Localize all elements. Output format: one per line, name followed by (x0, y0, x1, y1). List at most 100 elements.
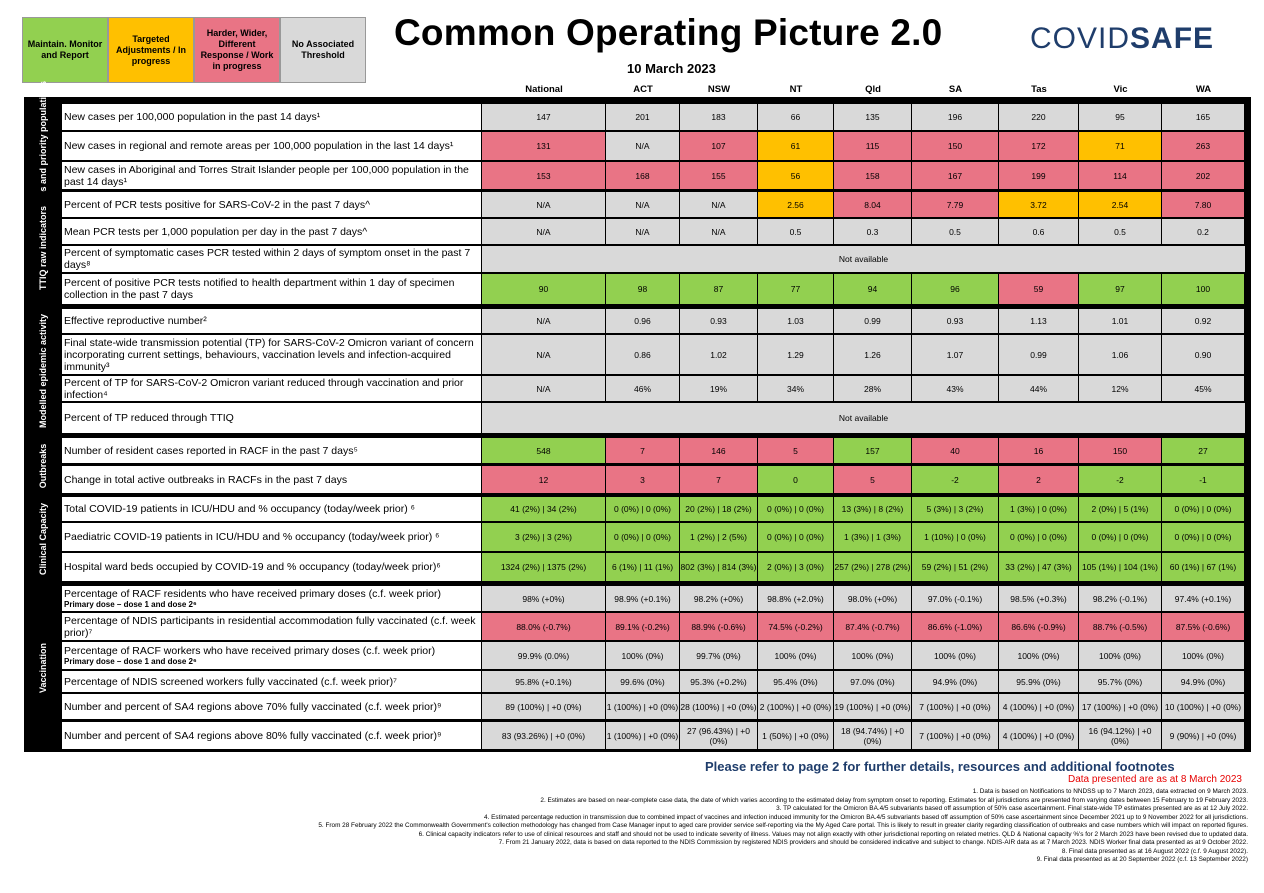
data-cell: 0 (0%) | 0 (0%) (1162, 497, 1244, 521)
row-label: Paediatric COVID-19 patients in ICU/HDU … (62, 523, 481, 551)
section-label: Vaccination (24, 586, 61, 749)
data-cell: 96 (912, 274, 998, 304)
row-label: Percent of symptomatic cases PCR tested … (62, 246, 481, 272)
data-cell: 802 (3%) | 814 (3%) (680, 553, 757, 581)
data-cell: 56 (758, 162, 833, 189)
row-label-text: Mean PCR tests per 1,000 population per … (64, 225, 368, 238)
data-cell: 83 (93.26%) | +0 (0%) (482, 722, 605, 749)
row-label-text: Percent of positive PCR tests notified t… (64, 277, 455, 301)
data-cell: 10 (100%) | +0 (0%) (1162, 694, 1244, 719)
data-cell: 28 (100%) | +0 (0%) (680, 694, 757, 719)
data-cell: 88.9% (-0.6%) (680, 613, 757, 640)
data-cell: 2.54 (1079, 192, 1161, 217)
data-cell: 77 (758, 274, 833, 304)
column-header: National (525, 84, 563, 95)
footnotes: 1. Data is based on Notifications to NND… (88, 788, 1248, 865)
data-cell: 98.2% (+0%) (680, 586, 757, 611)
data-cell: 131 (482, 132, 605, 160)
legend-item: Harder, Wider, Different Response / Work… (194, 17, 280, 83)
data-cell: 157 (834, 438, 911, 463)
data-cell: 153 (482, 162, 605, 189)
data-cell: 7 (606, 438, 679, 463)
refer-note: Please refer to page 2 for further detai… (705, 759, 1175, 774)
data-cell: 13 (3%) | 8 (2%) (834, 497, 911, 521)
data-cell: 87 (680, 274, 757, 304)
data-cell: 1 (100%) | +0 (0%) (606, 694, 679, 719)
data-cell: 0.5 (1079, 219, 1161, 244)
data-cell: 100% (0%) (1162, 642, 1244, 669)
data-cell: N/A (482, 309, 605, 333)
legend-item: No Associated Threshold (280, 17, 366, 83)
row-label: Percentage of RACF workers who have rece… (62, 642, 481, 669)
data-cell: 150 (912, 132, 998, 160)
data-cell: 34% (758, 376, 833, 401)
data-cell: 1 (10%) | 0 (0%) (912, 523, 998, 551)
column-header: Tas (1031, 84, 1047, 95)
data-cell: 0 (0%) | 0 (0%) (606, 523, 679, 551)
row-label-text: Percent of PCR tests positive for SARS-C… (64, 198, 371, 211)
data-cell: 98.5% (+0.3%) (999, 586, 1078, 611)
legend-item: Maintain. Monitor and Report (22, 17, 108, 83)
column-header: Vic (1113, 84, 1128, 95)
data-cell: 0 (0%) | 0 (0%) (758, 523, 833, 551)
section-label: Cases and priority populations (24, 80, 61, 213)
row-label: Number and percent of SA4 regions above … (62, 722, 481, 749)
row-label-text: New cases in regional and remote areas p… (64, 140, 454, 152)
covidsafe-logo: COVIDSAFE (1030, 22, 1215, 55)
data-cell: 0.93 (912, 309, 998, 333)
data-cell: 1.26 (834, 335, 911, 374)
data-cell: 100% (0%) (606, 642, 679, 669)
data-cell: 0 (0%) | 0 (0%) (758, 497, 833, 521)
row-label: Percentage of NDIS participants in resid… (62, 613, 481, 640)
data-cell: 66 (758, 104, 833, 130)
data-cell: 165 (1162, 104, 1244, 130)
data-cell: 0.6 (999, 219, 1078, 244)
row-label-subtext: Primary dose – dose 1 and dose 2⁶ (64, 657, 197, 666)
data-cell: 0 (0%) | 0 (0%) (1079, 523, 1161, 551)
row-label: Change in total active outbreaks in RACF… (62, 466, 481, 493)
data-cell: 0.5 (912, 219, 998, 244)
data-cell: 95.7% (0%) (1079, 671, 1161, 692)
row-label: Mean PCR tests per 1,000 population per … (62, 219, 481, 244)
data-cell: -2 (912, 466, 998, 493)
row-label: Total COVID-19 patients in ICU/HDU and %… (62, 497, 481, 521)
page-title: Common Operating Picture 2.0 (394, 12, 943, 53)
data-cell: 1.02 (680, 335, 757, 374)
row-label: Hospital ward beds occupied by COVID-19 … (62, 553, 481, 581)
row-label-text: Final state-wide transmission potential … (64, 336, 474, 373)
row-label-text: Number and percent of SA4 regions above … (64, 700, 442, 713)
data-cell: 1.07 (912, 335, 998, 374)
data-cell: 263 (1162, 132, 1244, 160)
column-header: WA (1195, 84, 1212, 95)
data-cell: 95.4% (0%) (758, 671, 833, 692)
data-cell: N/A (482, 192, 605, 217)
column-header: NSW (707, 84, 731, 95)
row-label: New cases per 100,000 population in the … (62, 104, 481, 130)
data-cell: 99.7% (0%) (680, 642, 757, 669)
row-label: Percentage of RACF residents who have re… (62, 586, 481, 611)
data-cell: 59 (2%) | 51 (2%) (912, 553, 998, 581)
column-header: Qld (865, 84, 881, 95)
row-label: Effective reproductive number² (62, 309, 481, 333)
data-cell: 196 (912, 104, 998, 130)
data-cell: 19 (100%) | +0 (0%) (834, 694, 911, 719)
section-label-text: Vaccination (37, 642, 48, 693)
data-cell: 87.4% (-0.7%) (834, 613, 911, 640)
data-cell: 27 (96.43%) | +0 (0%) (680, 722, 757, 749)
data-cell: 95.9% (0%) (999, 671, 1078, 692)
data-cell: 16 (94.12%) | +0 (0%) (1079, 722, 1161, 749)
data-cell: 105 (1%) | 104 (1%) (1079, 553, 1161, 581)
row-label: Percent of TP for SARS-CoV-2 Omicron var… (62, 376, 481, 401)
row-label-text: Percent of TP reduced through TTIQ (64, 412, 234, 424)
legend-item: Targeted Adjustments / In progress (108, 17, 194, 83)
data-cell: 44% (999, 376, 1078, 401)
data-cell: 98.2% (-0.1%) (1079, 586, 1161, 611)
row-label-text: Number of resident cases reported in RAC… (64, 444, 358, 457)
data-cell: 60 (1%) | 67 (1%) (1162, 553, 1244, 581)
row-label: Final state-wide transmission potential … (62, 335, 481, 374)
data-cell: 71 (1079, 132, 1161, 160)
data-cell: 220 (999, 104, 1078, 130)
data-cell: 7.80 (1162, 192, 1244, 217)
data-cell: 94.9% (0%) (912, 671, 998, 692)
data-cell: 94.9% (0%) (1162, 671, 1244, 692)
